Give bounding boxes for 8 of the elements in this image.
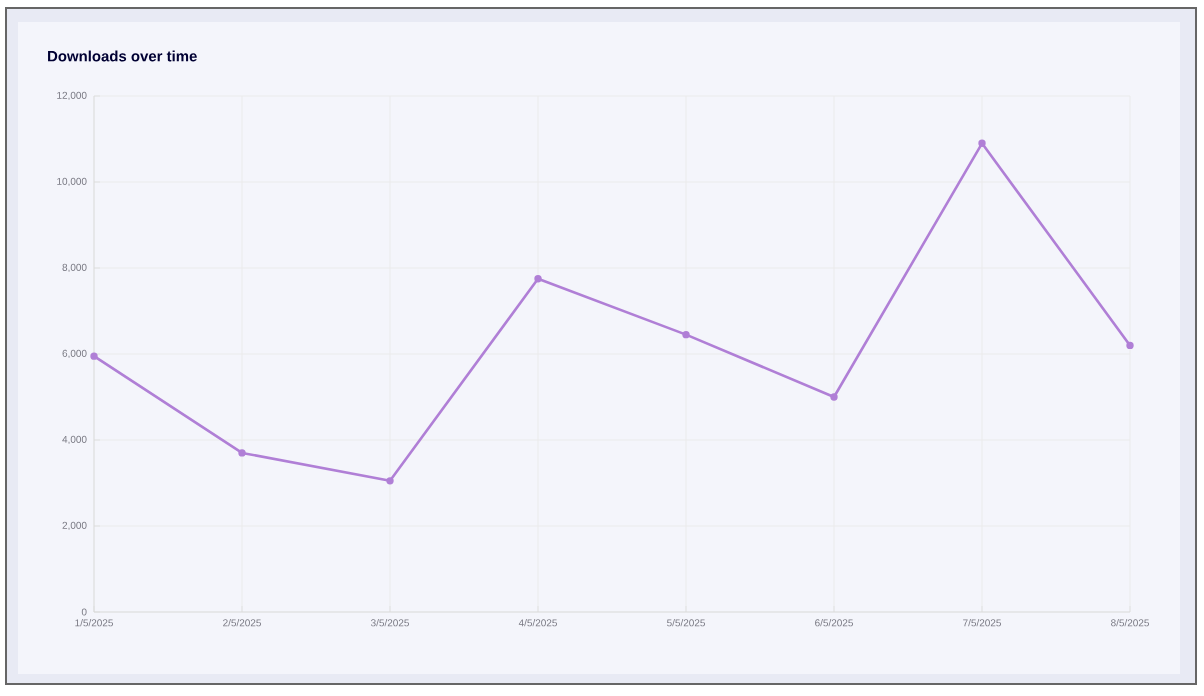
point — [534, 275, 542, 283]
point — [1126, 341, 1134, 350]
point — [90, 352, 98, 360]
point — [386, 477, 394, 485]
point — [978, 139, 986, 147]
point — [682, 330, 690, 339]
point — [830, 393, 838, 401]
point — [238, 449, 246, 457]
